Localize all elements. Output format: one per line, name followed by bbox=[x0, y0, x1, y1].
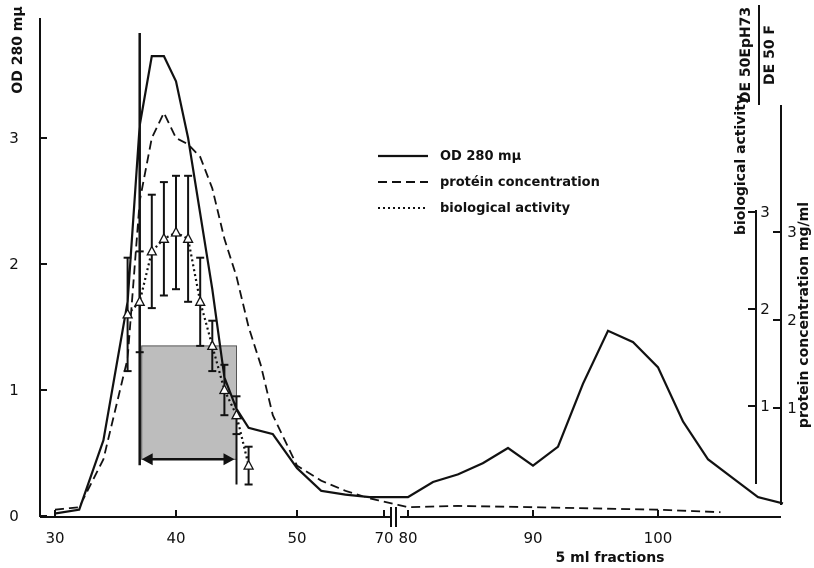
axes-group bbox=[39, 5, 782, 527]
x-tick-label: 50 bbox=[287, 529, 306, 547]
x-tick-label: 90 bbox=[523, 529, 542, 547]
y-axis-title: OD 280 mμ bbox=[10, 6, 26, 93]
legend-label-1: protéin concentration bbox=[440, 175, 600, 190]
x-tick-label: 80 bbox=[398, 529, 417, 547]
legend-label-2: biological activity bbox=[440, 201, 571, 216]
data-point-triangle bbox=[170, 226, 182, 237]
y3-axis-title: biological activity bbox=[733, 95, 749, 235]
text-group: 0 1 2 3 30 40 50 70 80 90 100 5 ml fractions OD 280 … bbox=[9, 6, 812, 566]
y-tick-label: 0 bbox=[9, 507, 19, 525]
x-tick-label: 100 bbox=[644, 529, 673, 547]
data-point-triangle bbox=[146, 245, 158, 256]
y3-tick-label: 3 bbox=[760, 203, 770, 221]
data-point-triangle bbox=[134, 295, 146, 306]
x-tick-label: 30 bbox=[45, 529, 64, 547]
data-point-triangle bbox=[243, 459, 255, 470]
x-tick-label: 70 bbox=[374, 529, 393, 547]
y2-tick-label: 2 bbox=[787, 311, 797, 329]
de-label-top: DE 50EpH73 bbox=[738, 7, 754, 103]
y-tick-label: 3 bbox=[9, 129, 19, 147]
data-point-triangle bbox=[122, 308, 134, 319]
series-line-0 bbox=[54, 55, 784, 515]
data-point-triangle bbox=[158, 232, 170, 243]
y2-tick-label: 1 bbox=[787, 399, 797, 417]
series-line-1 bbox=[54, 110, 721, 514]
data-point-triangle bbox=[218, 383, 230, 395]
de-label-bottom: DE 50 F bbox=[762, 25, 778, 85]
y3-tick-label: 1 bbox=[760, 397, 770, 415]
y-tick-label: 1 bbox=[9, 381, 19, 399]
pooled-arrow-head-right bbox=[223, 453, 235, 466]
y3-tick-label: 2 bbox=[760, 300, 770, 318]
data-point-triangle bbox=[194, 295, 206, 306]
x-axis-title: 5 ml fractions bbox=[555, 550, 664, 566]
legend-label-0: OD 280 mμ bbox=[440, 149, 522, 164]
y2-axis-title: protein concentration mg/ml bbox=[796, 202, 812, 428]
pooled-arrow-head-left bbox=[141, 453, 153, 466]
y-tick-label: 2 bbox=[9, 255, 19, 273]
data-point-triangle bbox=[182, 232, 194, 243]
x-tick-label: 40 bbox=[166, 529, 185, 547]
y2-tick-label: 3 bbox=[787, 223, 797, 241]
series-group bbox=[54, 33, 784, 515]
data-point-triangle bbox=[230, 408, 243, 420]
data-point-triangle bbox=[206, 339, 218, 351]
